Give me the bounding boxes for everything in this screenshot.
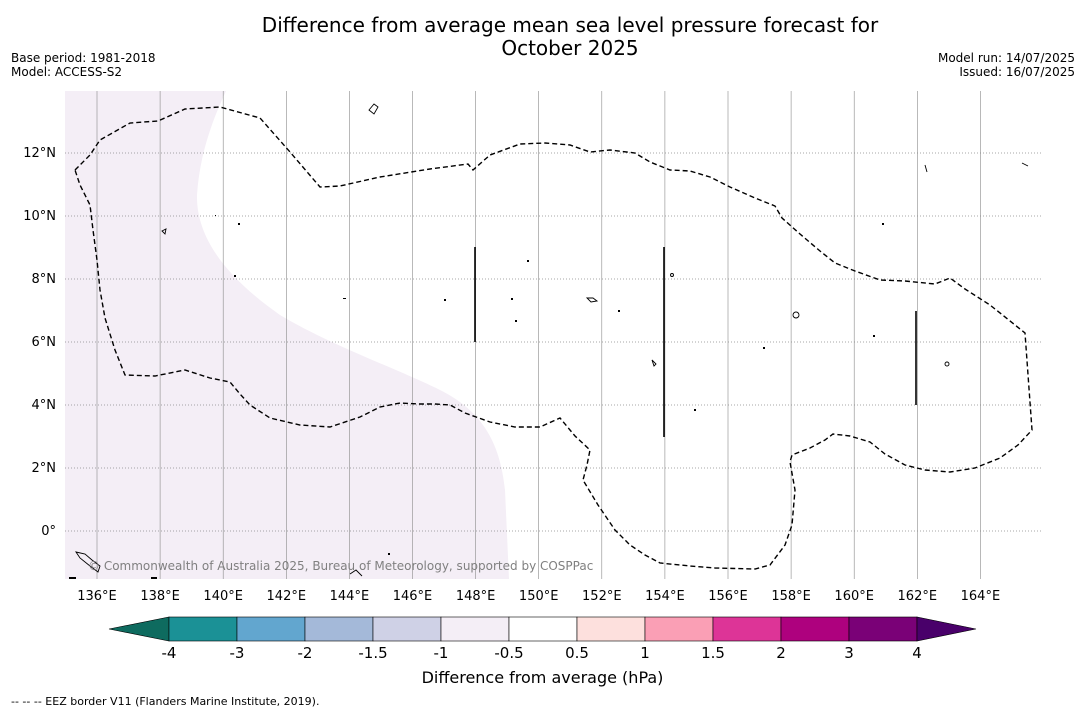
lat-tick-label: 0° <box>41 524 56 539</box>
colorbar-segment <box>712 616 782 642</box>
lon-tick-label: 138°E <box>140 589 180 604</box>
colorbar-labels: -4 -3 -2 -1.5 -1 -0.5 0.5 1 1.5 2 3 4 <box>162 644 922 662</box>
map-panel: © Commonwealth of Australia 2025, Bureau… <box>65 91 1042 579</box>
base-period: Base period: 1981-2018 <box>11 51 156 65</box>
lon-tick-label: 140°E <box>203 589 243 604</box>
island-outline <box>792 311 800 319</box>
colorbar-segment <box>304 616 374 642</box>
meta-right: Model run: 14/07/2025 Issued: 16/07/2025 <box>938 51 1075 79</box>
colorbar-tick-label: -0.5 <box>494 644 523 662</box>
colorbar-tick-label: 2 <box>776 644 786 662</box>
issued-date: Issued: 16/07/2025 <box>959 65 1075 79</box>
island-dots <box>69 215 884 579</box>
colorbar-title: Difference from average (hPa) <box>421 668 664 687</box>
island-dot <box>151 577 157 579</box>
model-name: Model: ACCESS-S2 <box>11 65 123 79</box>
colorbar-tick-label: -1 <box>434 644 449 662</box>
lon-tick-label: 136°E <box>77 589 117 604</box>
lat-tick-label: 6°N <box>32 335 57 350</box>
island-dot <box>444 299 446 301</box>
lon-tick-label: 162°E <box>898 589 938 604</box>
footnote: -- -- -- EEZ border V11 (Flanders Marine… <box>11 695 320 708</box>
island-dot <box>882 223 884 225</box>
title-line-2: October 2025 <box>501 36 639 60</box>
colorbar-segment <box>508 616 578 642</box>
island-dot <box>873 335 875 337</box>
colorbar-tick-label: 0.5 <box>565 644 589 662</box>
island-outline <box>651 359 657 367</box>
graticule <box>65 91 1042 579</box>
island-outline <box>924 164 928 173</box>
meta-left: Base period: 1981-2018 Model: ACCESS-S2 <box>11 51 156 79</box>
lon-tick-label: 146°E <box>393 589 433 604</box>
lon-tick-label: 158°E <box>771 589 811 604</box>
island-outline <box>368 103 379 115</box>
colorbar-tick-label: 3 <box>844 644 854 662</box>
island-outline <box>585 297 599 303</box>
lon-tick-label: 154°E <box>645 589 685 604</box>
latitude-labels: 12°N 10°N 8°N 6°N 4°N 2°N 0° <box>23 146 56 539</box>
colorbar-tick-label: 4 <box>912 644 922 662</box>
colorbar-segment <box>168 616 238 642</box>
lon-tick-label: 144°E <box>330 589 370 604</box>
anomaly-shading <box>65 91 509 579</box>
lon-tick-label: 164°E <box>961 589 1001 604</box>
colorbar-segment <box>236 616 306 642</box>
lon-tick-label: 152°E <box>582 589 622 604</box>
colorbar-segment <box>644 616 714 642</box>
title-line-1: Difference from average mean sea level p… <box>261 13 879 37</box>
lon-tick-label: 142°E <box>267 589 307 604</box>
island-dot <box>238 223 240 225</box>
model-run: Model run: 14/07/2025 <box>937 51 1075 65</box>
colorbar-tick-label: -4 <box>162 644 177 662</box>
lat-tick-label: 4°N <box>32 398 57 413</box>
colorbar-tick-label: 1 <box>640 644 650 662</box>
lon-tick-label: 160°E <box>834 589 874 604</box>
island-outline <box>944 361 950 367</box>
island-dot <box>69 577 76 579</box>
lon-tick-label: 156°E <box>708 589 748 604</box>
colorbar-segment <box>440 616 510 642</box>
island-dot <box>618 310 620 312</box>
map-title: Difference from average mean sea level p… <box>0 14 1085 60</box>
colorbar-tick-label: -3 <box>230 644 245 662</box>
island-dot <box>343 298 346 299</box>
island-outline <box>75 551 101 573</box>
colorbar-tick-label: -2 <box>298 644 313 662</box>
island-outline <box>1021 162 1029 167</box>
island-dot <box>215 215 216 216</box>
island-outline <box>161 228 167 235</box>
island-dot <box>515 320 517 322</box>
copyright-text: © Commonwealth of Australia 2025, Bureau… <box>88 559 593 573</box>
lon-tick-label: 150°E <box>519 589 559 604</box>
colorbar-under-arrow <box>108 616 170 642</box>
island-dot <box>388 553 390 555</box>
colorbar-segment <box>780 616 850 642</box>
island-dot <box>234 275 236 277</box>
colorbar-segment <box>372 616 442 642</box>
colorbar-tick-label: 1.5 <box>701 644 725 662</box>
island-dot <box>694 409 696 411</box>
island-dot <box>527 260 529 262</box>
lat-tick-label: 12°N <box>23 146 56 161</box>
colorbar-segment <box>848 616 918 642</box>
lat-tick-label: 8°N <box>32 272 57 287</box>
island-outline <box>670 273 674 277</box>
eez-border <box>74 106 1033 570</box>
islands <box>75 103 1029 577</box>
island-dot <box>763 347 765 349</box>
island-outline <box>349 569 363 577</box>
island-dot <box>511 298 513 300</box>
lat-tick-label: 2°N <box>32 461 57 476</box>
colorbar-tick-label: -1.5 <box>358 644 387 662</box>
colorbar-over-arrow <box>916 616 977 642</box>
longitude-labels: 136°E 138°E 140°E 142°E 144°E 146°E 148°E 150°E… <box>77 589 1000 604</box>
lon-tick-label: 148°E <box>456 589 496 604</box>
lat-tick-label: 10°N <box>23 209 56 224</box>
colorbar-segment <box>576 616 646 642</box>
colorbar <box>108 616 977 642</box>
